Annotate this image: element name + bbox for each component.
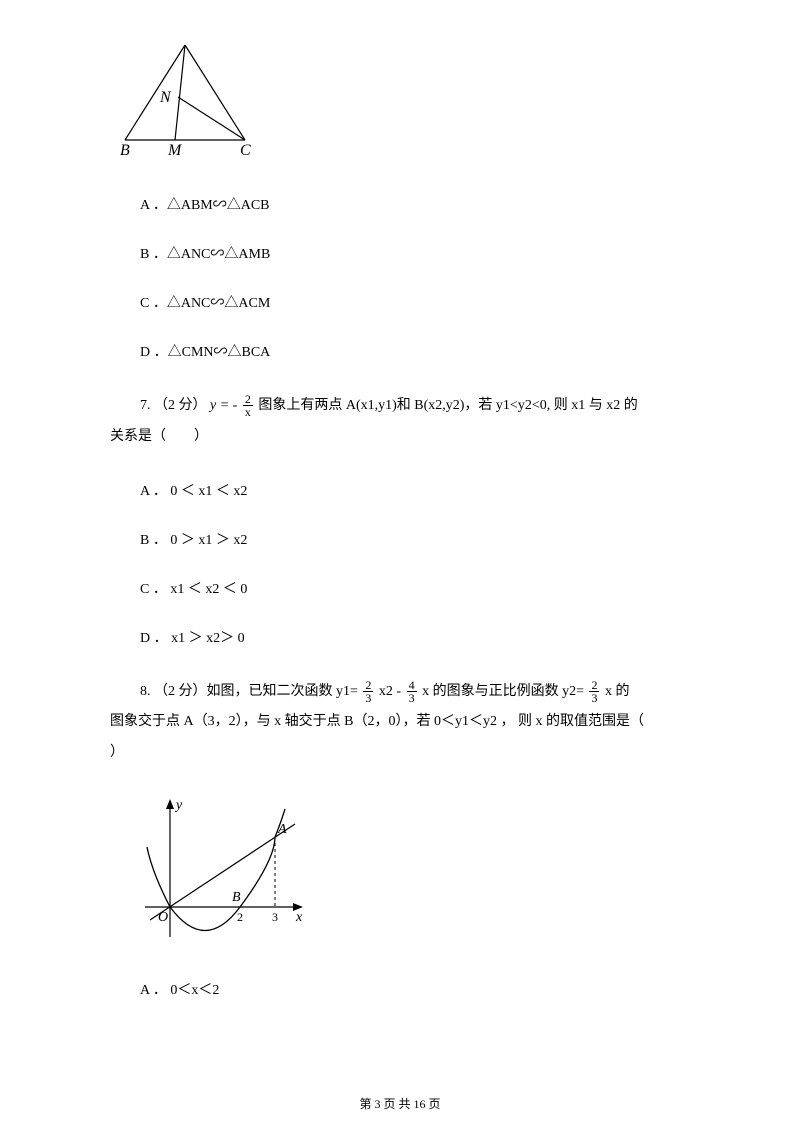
page-footer: 第 3 页 共 16 页: [0, 1095, 800, 1112]
q7-yeq: y = -: [210, 398, 237, 413]
q7-question: 7. （2 分） y = - 2 x 图象上有两点 A(x1,y1)和 B(x2…: [140, 391, 690, 453]
q8-f1-den: 3: [363, 692, 373, 704]
q7-option-B: B ． 0 ＞ x1 ＞ x2: [140, 530, 690, 551]
q8-mid1: x2 -: [379, 684, 405, 699]
q8-fraction3: 2 3: [589, 679, 599, 704]
label-N: N: [159, 89, 172, 106]
q6-option-A: A ．△ABM∽△ACB: [140, 195, 690, 216]
q8-f2-num: 4: [407, 679, 417, 692]
q8-f2-den: 3: [407, 692, 417, 704]
label-O: O: [158, 910, 168, 925]
q7-text1: 图象上有两点 A(x1,y1)和 B(x2,y2)，若 y1<y2<0, 则 x…: [258, 398, 637, 413]
q8-question: 8. （2 分）如图，已知二次函数 y1= 2 3 x2 - 4 3 x 的图象…: [140, 677, 690, 769]
q8-f3-den: 3: [589, 692, 599, 704]
q8-line2: 图象交于点 A（3，2），与 x 轴交于点 B（2，0），若 0＜y1＜y2 ，…: [110, 714, 644, 729]
q8-option-A: A ． 0＜x＜2: [140, 980, 690, 1001]
label-x: x: [295, 910, 303, 925]
q6-option-B: B ．△ANC∽△AMB: [140, 244, 690, 265]
q7-option-D: D ． x1 ＞ x2＞ 0: [140, 628, 690, 649]
label-y: y: [174, 798, 183, 813]
label-C: C: [240, 142, 251, 159]
q8-mid2: x 的图象与正比例函数 y2=: [422, 684, 587, 699]
triangle-figure: A B C M N: [120, 40, 690, 165]
q6-option-C: C ．△ANC∽△ACM: [140, 293, 690, 314]
triangle-svg: A B C M N: [120, 40, 270, 160]
q8-f1-num: 2: [363, 679, 373, 692]
tick-3: 3: [272, 910, 278, 924]
label-A: A: [181, 40, 192, 44]
q7-prefix: 7. （2 分）: [140, 398, 207, 413]
q8-fraction2: 4 3: [407, 679, 417, 704]
q8-fraction1: 2 3: [363, 679, 373, 704]
q7-option-C: C ． x1 ＜ x2 ＜ 0: [140, 579, 690, 600]
q8-line3: ）: [110, 745, 124, 760]
q8-prefix: 8. （2 分）如图，已知二次函数 y1=: [140, 684, 361, 699]
q7-frac-den: x: [243, 406, 253, 418]
q8-f3-num: 2: [589, 679, 599, 692]
label-B2: B: [232, 890, 241, 905]
q7-option-A: A ． 0 ＜ x1 ＜ x2: [140, 481, 690, 502]
label-M: M: [167, 142, 183, 159]
label-A2: A: [277, 822, 287, 837]
graph-figure: y x O A B 2 3: [140, 797, 690, 952]
q7-text2: 关系是（ ）: [110, 429, 208, 444]
tick-2: 2: [237, 910, 243, 924]
q8-mid3: x 的: [605, 684, 630, 699]
label-B: B: [120, 142, 130, 159]
q7-fraction: 2 x: [243, 393, 253, 418]
q6-option-D: D ．△CMN∽△BCA: [140, 342, 690, 363]
graph-svg: y x O A B 2 3: [140, 797, 310, 947]
